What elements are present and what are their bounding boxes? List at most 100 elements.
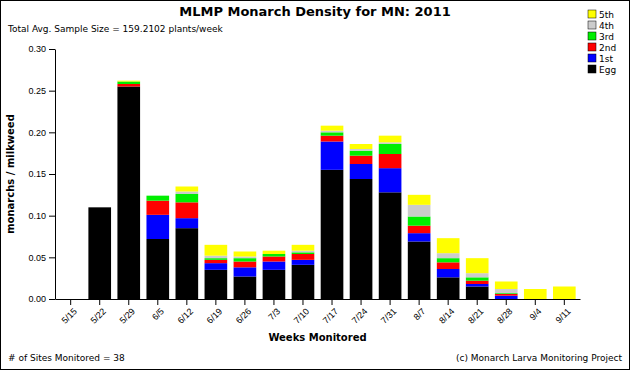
- tick-label: 5/29: [118, 306, 137, 325]
- bar-segment: [59, 299, 82, 300]
- bar-segment: [88, 207, 111, 299]
- bar-segment: [234, 262, 257, 268]
- tick: 8/28: [495, 299, 514, 326]
- bar-segment: [466, 258, 489, 273]
- bar-segment: [524, 289, 547, 299]
- bar-segment: [205, 263, 228, 270]
- bar-segment: [292, 252, 315, 254]
- bar-segment: [205, 260, 228, 263]
- bar-segment: [408, 233, 431, 241]
- bar-segment: [350, 179, 373, 299]
- bar-segment: [59, 299, 82, 300]
- axis-line: [56, 299, 581, 300]
- x-axis-title: Weeks Monitored: [268, 332, 366, 343]
- bar-segment: [437, 238, 460, 253]
- tick: 0.10: [28, 211, 55, 221]
- bar-segment: [205, 245, 228, 256]
- axis-line: [55, 50, 56, 300]
- tick-mark: [49, 132, 55, 133]
- bar-segment: [495, 282, 518, 290]
- tick: 7/31: [379, 299, 398, 326]
- bar-segment: [234, 257, 257, 259]
- bar-segment: [350, 144, 373, 149]
- tick-label: 9/4: [528, 306, 544, 322]
- tick: 0.20: [28, 128, 55, 138]
- tick-mark: [419, 299, 420, 305]
- tick-mark: [49, 299, 55, 300]
- chart: MLMP Monarch Density for MN: 2011Total A…: [0, 0, 630, 370]
- bar-segment: [176, 192, 199, 195]
- bar-segment: [553, 287, 576, 300]
- tick: 5/15: [60, 299, 79, 326]
- bar-segment: [88, 207, 111, 208]
- legend-swatch: [588, 10, 596, 18]
- bar-segment: [88, 207, 111, 208]
- tick-mark: [332, 299, 333, 305]
- tick: 5/29: [118, 299, 137, 326]
- subtitle: Total Avg. Sample Size = 159.2102 plants…: [7, 24, 224, 34]
- tick-label: 0.25: [28, 86, 46, 96]
- bar-segment: [466, 277, 489, 280]
- bar-segment: [176, 187, 199, 192]
- tick: 0.05: [28, 253, 55, 263]
- tick-label: 7/10: [292, 306, 311, 325]
- legend-label: 5th: [599, 10, 614, 20]
- tick-mark: [535, 299, 536, 305]
- tick: 0.30: [28, 44, 55, 54]
- bar-segment: [350, 149, 373, 151]
- legend-swatch: [588, 32, 596, 40]
- tick-mark: [49, 257, 55, 258]
- legend-label: 4th: [599, 21, 614, 31]
- series: [117, 84, 517, 296]
- tick: 6/5: [150, 299, 166, 322]
- bar-segment: [146, 196, 169, 201]
- tick-label: 6/5: [150, 306, 166, 322]
- tick: 6/26: [234, 299, 253, 326]
- tick-label: 7/17: [321, 306, 340, 325]
- tick-mark: [302, 299, 303, 305]
- tick-mark: [99, 299, 100, 305]
- bar-segment: [146, 215, 169, 239]
- bar-segment: [117, 82, 140, 85]
- bar-segment: [176, 202, 199, 218]
- legend-entry: 5th: [588, 10, 614, 20]
- tick-label: 0.05: [28, 253, 46, 263]
- bar-segment: [59, 299, 82, 300]
- bar-segment: [146, 195, 169, 196]
- bar-segment: [263, 257, 286, 262]
- legend-swatch: [588, 21, 596, 29]
- tick: 7/24: [350, 299, 369, 326]
- tick: 9/11: [554, 299, 573, 325]
- bar-segment: [88, 207, 111, 208]
- bar-segment: [146, 201, 169, 215]
- bar-segment: [205, 256, 228, 259]
- bar-segment: [495, 289, 518, 293]
- legend-entry: Egg: [588, 65, 616, 75]
- bar-segment: [292, 254, 315, 260]
- tick-mark: [70, 299, 71, 305]
- bar-segment: [117, 81, 140, 82]
- bar-segment: [408, 226, 431, 234]
- tick: 9/4: [528, 299, 544, 322]
- bar-segment: [437, 262, 460, 269]
- bar-segment: [321, 131, 344, 133]
- series: [146, 142, 517, 300]
- bar-segment: [466, 273, 489, 277]
- bar-segment: [466, 281, 489, 284]
- bar-segment: [408, 217, 431, 226]
- bar-segment: [408, 242, 431, 300]
- bar-segment: [321, 132, 344, 135]
- bar-segment: [408, 195, 431, 205]
- bar-segment: [176, 218, 199, 228]
- tick-label: 8/14: [437, 306, 456, 325]
- tick: 7/3: [266, 299, 282, 322]
- bar-segment: [263, 270, 286, 299]
- series: [117, 81, 575, 299]
- y-axis: 0.000.050.100.150.200.250.30: [28, 44, 55, 304]
- tick-mark: [215, 299, 216, 305]
- tick: 6/12: [176, 299, 195, 326]
- tick-label: 8/28: [495, 306, 514, 325]
- bar-segment: [176, 194, 199, 202]
- bar-segment: [466, 287, 489, 300]
- tick-mark: [49, 91, 55, 92]
